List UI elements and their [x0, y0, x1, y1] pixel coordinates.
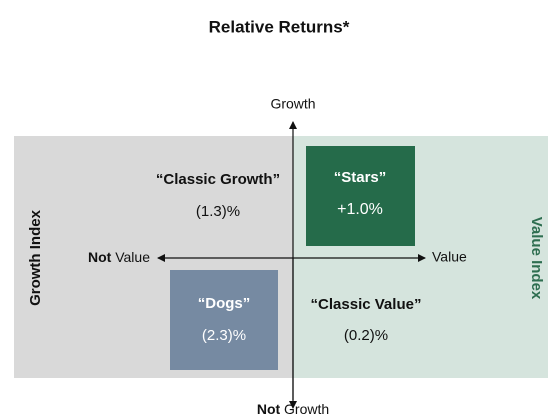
quadrant-name: “Classic Value”: [311, 296, 422, 313]
quadrant-value: (1.3)%: [196, 203, 240, 220]
quadrant-value: +1.0%: [337, 201, 383, 218]
axis-label-bottom: Not Growth: [257, 401, 329, 417]
side-label-right: Value Index: [528, 217, 545, 300]
axis-label-prefix: Not: [257, 401, 281, 417]
stars-box: [306, 146, 415, 246]
quadrant-value: (0.2)%: [344, 327, 388, 344]
axis-label-prefix: Not: [88, 249, 112, 265]
axis-label-text: Growth: [284, 401, 329, 417]
side-label-left: Growth Index: [27, 209, 44, 305]
dogs-box: [170, 270, 278, 370]
quadrant-value: (2.3)%: [202, 327, 246, 344]
axis-label-right: Value: [432, 249, 467, 265]
quadrant-name: “Classic Growth”: [156, 171, 280, 188]
axis-label-top: Growth: [270, 96, 315, 112]
axis-label-left: Not Value: [88, 249, 150, 265]
quadrant-name: “Stars”: [334, 169, 387, 186]
quadrant-name: “Dogs”: [198, 295, 251, 312]
axis-label-text: Value: [115, 249, 150, 265]
title: Relative Returns*: [209, 17, 350, 36]
